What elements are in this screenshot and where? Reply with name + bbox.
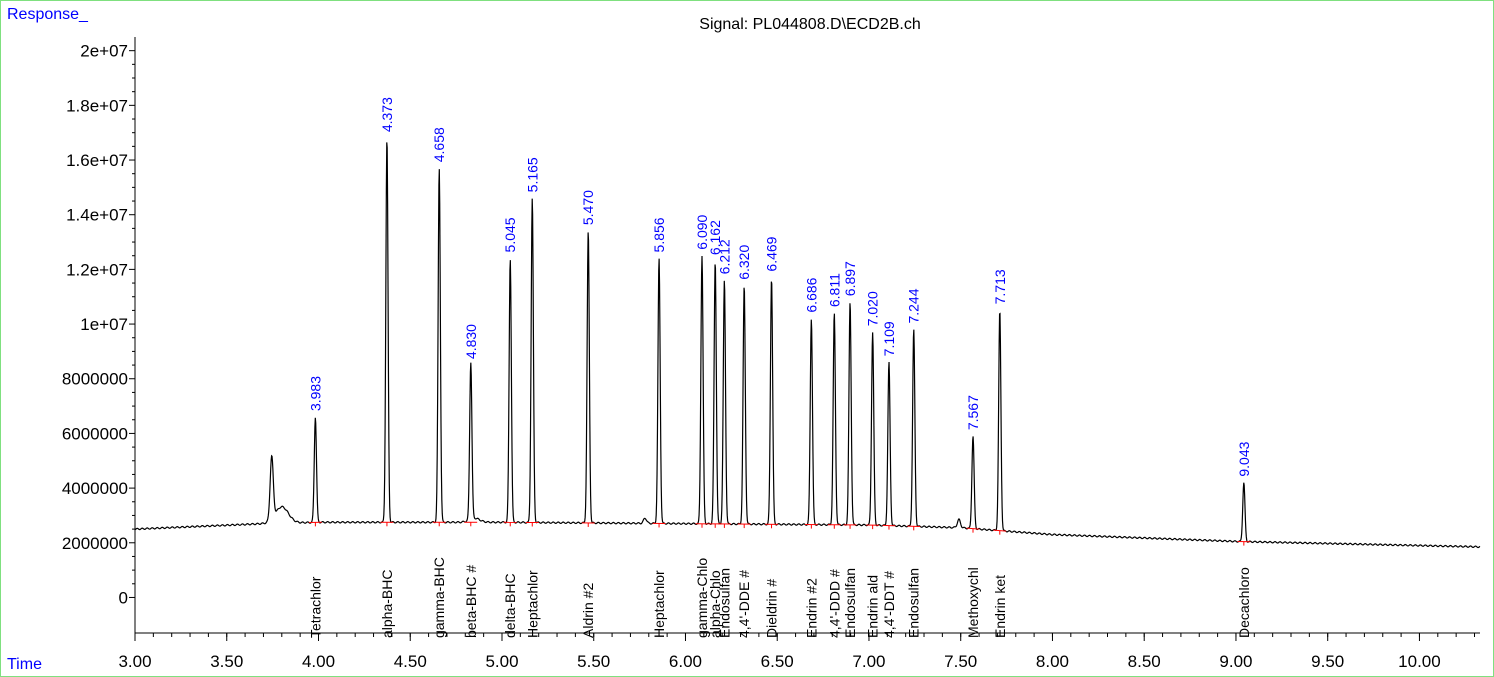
y-tick-label: 4000000 — [62, 479, 128, 498]
retention-time-label: 7.020 — [865, 291, 881, 326]
y-tick-label: 2000000 — [62, 534, 128, 553]
x-tick-label: 6.00 — [669, 652, 702, 671]
x-tick-label: 9.50 — [1311, 652, 1344, 671]
compound-label: Decachloro — [1236, 567, 1252, 638]
retention-time-label: 4.658 — [431, 127, 447, 162]
retention-time-label: 5.470 — [580, 190, 596, 225]
y-tick-label: 6000000 — [62, 424, 128, 443]
retention-time-label: 5.045 — [502, 217, 518, 252]
compound-label: Heptachlor — [524, 570, 540, 638]
x-tick-label: 4.00 — [302, 652, 335, 671]
y-tick-label: 1.4e+07 — [66, 206, 128, 225]
retention-time-label: 7.567 — [965, 395, 981, 430]
compound-label: 4,4'-DDT # — [881, 571, 897, 638]
retention-time-label: 7.109 — [881, 321, 897, 356]
compound-label: Tetrachlor — [307, 576, 323, 638]
retention-time-label: 6.212 — [716, 239, 732, 274]
retention-time-label: 7.713 — [992, 269, 1008, 304]
y-tick-label: 1.6e+07 — [66, 151, 128, 170]
peak-labels: 3.983 Tetrachlor 4.373 alpha-BHC 4.658 gamma-… — [307, 97, 1251, 638]
y-tick-label: 0 — [119, 588, 128, 607]
y-tick-label: 2e+07 — [80, 42, 128, 61]
y-tick-label: 1.8e+07 — [66, 96, 128, 115]
x-tick-label: 8.00 — [1036, 652, 1069, 671]
compound-label: Endosulfan — [906, 568, 922, 638]
x-axis-label: Time — [7, 656, 42, 673]
compound-label: beta-BHC # — [463, 565, 479, 638]
retention-time-label: 4.373 — [379, 97, 395, 132]
retention-time-label: 6.469 — [764, 236, 780, 271]
compound-label: Endrin #2 — [803, 578, 819, 638]
x-tick-label: 4.50 — [394, 652, 427, 671]
x-tick-label: 5.00 — [485, 652, 518, 671]
retention-time-label: 6.686 — [803, 277, 819, 312]
retention-time-label: 6.090 — [694, 214, 710, 249]
retention-time-label: 4.830 — [463, 324, 479, 359]
retention-time-label: 6.897 — [842, 261, 858, 296]
y-axis-label: Response_ — [7, 6, 88, 23]
x-tick-label: 8.50 — [1128, 652, 1161, 671]
retention-time-label: 5.165 — [524, 157, 540, 192]
retention-time-label: 6.162 — [707, 220, 723, 255]
axes: 0 2000000 4000000 6000000 8000000 1e+07 1.2e+0… — [62, 37, 1480, 671]
x-tick-label: 9.00 — [1219, 652, 1252, 671]
chart-title: Signal: PL044808.D\ECD2B.ch — [699, 16, 921, 33]
compound-label: Methoxychl — [965, 567, 981, 638]
signal-trace — [134, 142, 1481, 549]
y-tick-label: 1e+07 — [80, 315, 128, 334]
x-tick-label: 3.00 — [118, 652, 151, 671]
compound-label: Heptachlor — [651, 570, 667, 638]
x-tick-label: 7.50 — [944, 652, 977, 671]
compound-label: alpha-BHC — [379, 570, 395, 638]
compound-label: Dieldrin # — [764, 579, 780, 638]
retention-time-label: 7.244 — [906, 288, 922, 323]
y-tick-label: 1.2e+07 — [66, 260, 128, 279]
compound-label: gamma-BHC — [431, 557, 447, 638]
compound-label: delta-BHC — [502, 573, 518, 638]
retention-time-label: 6.811 — [826, 273, 842, 307]
compound-label: Endosulfan — [716, 568, 732, 638]
retention-time-label: 6.320 — [736, 245, 752, 280]
x-tick-label: 7.00 — [852, 652, 885, 671]
retention-time-label: 5.856 — [651, 217, 667, 252]
x-tick-label: 3.50 — [210, 652, 243, 671]
x-tick-label: 6.50 — [761, 652, 794, 671]
x-tick-label: 10.00 — [1398, 652, 1441, 671]
compound-label: 4,4'-DDD # — [826, 569, 842, 638]
compound-label: gamma-Chlo — [694, 558, 710, 638]
retention-time-label: 3.983 — [307, 376, 323, 411]
x-tick-label: 5.50 — [577, 652, 610, 671]
compound-label: alpha-Chlo — [707, 570, 723, 638]
compound-label: Endosulfan — [842, 568, 858, 638]
retention-time-label: 9.043 — [1236, 441, 1252, 476]
compound-label: Aldrin #2 — [580, 583, 596, 638]
y-tick-label: 8000000 — [62, 370, 128, 389]
signal-line — [134, 142, 1481, 549]
compound-label: Endrin ald — [865, 575, 881, 638]
compound-label: 4,4'-DDE # — [736, 570, 752, 638]
compound-label: Endrin ket — [992, 575, 1008, 638]
